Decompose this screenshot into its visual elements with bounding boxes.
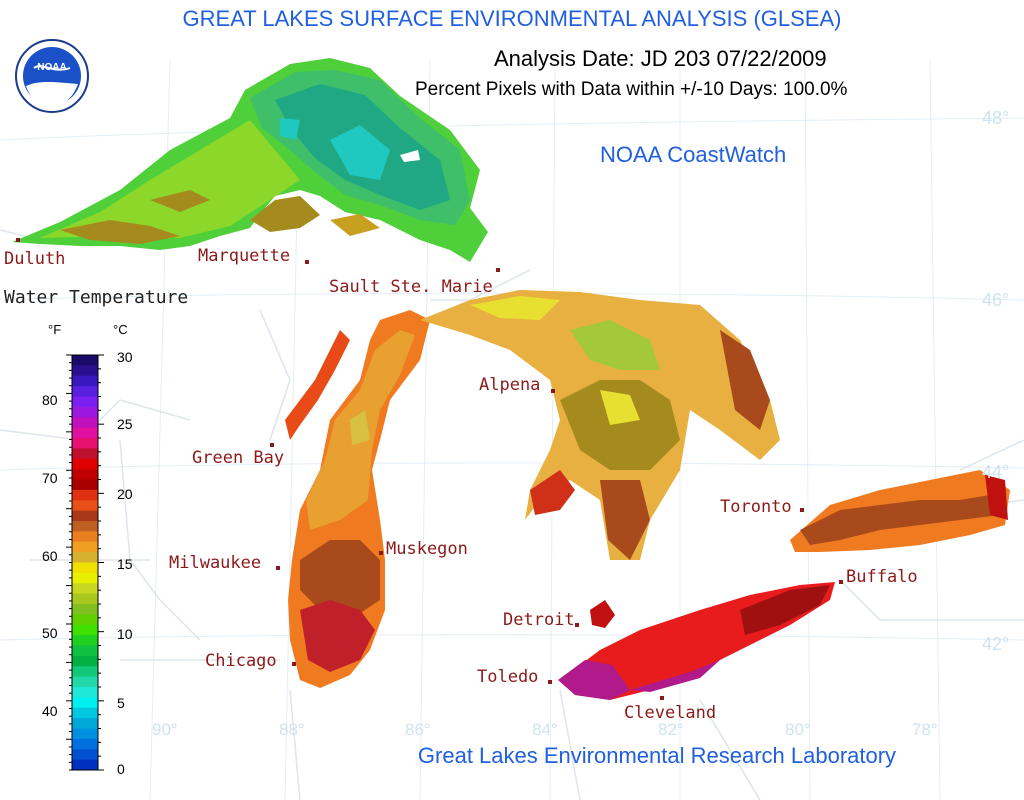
legend-color-swatch [72,572,98,584]
coastwatch-label: NOAA CoastWatch [600,142,787,167]
legend-color-swatch [72,604,98,615]
legend-tick-c: 30 [117,349,133,365]
percent-pixels: Percent Pixels with Data within +/-10 Da… [415,79,848,100]
lake-superior [12,58,488,262]
legend-color-swatch [72,738,98,750]
lab-label: Great Lakes Environmental Research Labor… [417,743,897,768]
legend-color-swatch [72,541,98,553]
legend-color-swatch [72,666,98,678]
longitude-label: 88° [279,720,305,739]
city-label-toronto: Toronto [720,497,792,517]
legend-color-swatch [72,687,98,698]
legend-color-swatch [72,479,98,491]
analysis-date: Analysis Date: JD 203 07/22/2009 [494,46,827,71]
longitude-label: 80° [785,720,811,739]
legend-color-swatch [72,583,98,595]
legend-color-swatch [72,697,98,709]
legend-colorbar [66,354,104,771]
legend-color-swatch [72,521,98,532]
legend-color-swatch [72,386,98,397]
legend-color-swatch [72,645,98,657]
city-label-muskegon: Muskegon [386,539,468,559]
legend-unit-f: °F [48,322,62,337]
legend-color-swatch [72,614,98,626]
legend-color-swatch [72,355,98,366]
legend-color-swatch [72,531,98,543]
longitude-label: 90° [152,720,178,739]
legend-color-swatch [72,375,98,387]
city-label-green-bay: Green Bay [192,448,285,468]
legend-color-swatch [72,489,98,501]
legend-color-swatch [72,406,98,418]
legend-color-swatch [72,593,98,605]
temperature-legend: °F °C 80 70 60 50 40 30 25 20 15 10 5 0 [0,320,160,780]
noaa-logo-text: NOAA [37,62,66,73]
city-label-sault-ste-marie: Sault Ste. Marie [329,277,493,297]
boundaries [0,229,1024,800]
legend-tick-f: 80 [42,392,58,408]
lake-michigan [285,310,430,688]
lake-huron [420,290,780,560]
legend-color-swatch [72,707,98,719]
legend-color-swatch [72,624,98,636]
noaa-logo-icon: NOAA [15,39,89,113]
legend-color-swatch [72,552,98,563]
legend-color-swatch [72,635,98,646]
legend-color-swatch [72,728,98,740]
lake-erie [558,582,835,700]
city-label-buffalo: Buffalo [846,567,918,587]
legend-color-swatch [72,676,98,688]
legend-color-swatch [72,448,98,460]
city-label-toledo: Toledo [477,667,539,687]
longitude-label: 78° [912,720,938,739]
city-markers [16,238,843,700]
lake-ontario [790,470,1010,552]
city-label-chicago: Chicago [205,651,277,671]
legend-tick-f: 70 [42,470,58,486]
legend-unit-c: °C [113,322,128,337]
legend-tick-c: 5 [117,695,125,711]
legend-color-swatch [72,365,98,377]
legend-color-swatch [72,655,98,667]
longitude-label: 84° [532,720,558,739]
legend-color-swatch [72,458,98,470]
legend-tick-f: 60 [42,548,58,564]
legend-color-swatch [72,417,98,429]
legend-tick-c: 15 [117,556,133,572]
latitude-label: 42° [982,634,1010,654]
legend-color-swatch [72,562,98,574]
legend-color-swatch [72,500,98,512]
longitude-label: 86° [405,720,431,739]
lake-st-clair [590,600,615,628]
latitude-label: 48° [982,108,1010,128]
legend-color-swatch [72,469,98,480]
legend-color-swatch [72,438,98,449]
latitude-label: 44° [982,462,1010,482]
city-label-detroit: Detroit [503,610,575,630]
legend-tick-c: 20 [117,486,133,502]
page-title: GREAT LAKES SURFACE ENVIRONMENTAL ANALYS… [182,6,842,31]
legend-tick-c: 0 [117,761,125,777]
city-label-alpena: Alpena [479,375,541,395]
city-label-duluth: Duluth [4,249,66,269]
legend-color-swatch [72,427,98,439]
legend-title: Water Temperature [4,287,189,308]
legend-color-swatch [72,396,98,408]
city-label-cleveland: Cleveland [624,703,717,723]
legend-tick-f: 40 [42,703,58,719]
longitude-label: 82° [658,720,684,739]
legend-color-swatch [72,718,98,729]
city-label-marquette: Marquette [198,246,291,266]
latitude-label: 46° [982,290,1010,310]
legend-color-swatch [72,749,98,761]
city-label-milwaukee: Milwaukee [169,553,262,573]
legend-tick-f: 50 [42,625,58,641]
legend-color-swatch [72,759,98,771]
legend-tick-c: 10 [117,626,133,642]
legend-tick-c: 25 [117,416,133,432]
legend-color-swatch [72,510,98,522]
